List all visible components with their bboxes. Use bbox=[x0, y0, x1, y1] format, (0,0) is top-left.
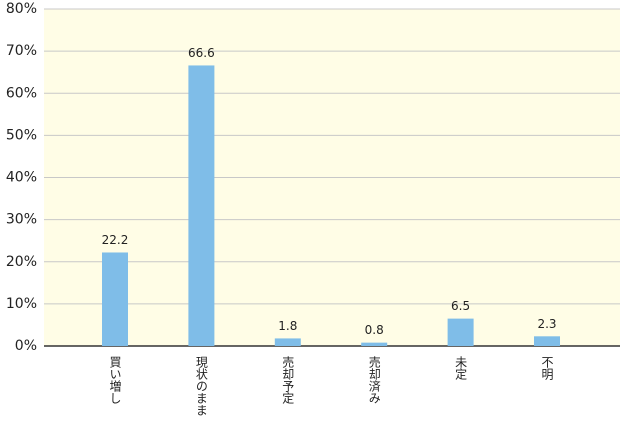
x-tick-label: 売却予定 bbox=[281, 355, 295, 405]
y-tick-label: 80% bbox=[6, 1, 37, 17]
x-tick-label: 未定 bbox=[454, 356, 468, 381]
bar bbox=[188, 65, 215, 346]
y-tick-label: 20% bbox=[6, 254, 37, 270]
y-tick-label: 70% bbox=[6, 43, 37, 59]
x-tick-label: 現状のまま bbox=[194, 356, 208, 416]
bar bbox=[361, 342, 388, 346]
x-tick-label: 不明 bbox=[540, 356, 554, 381]
bar bbox=[534, 336, 560, 346]
bar bbox=[274, 338, 301, 346]
y-tick-label: 30% bbox=[6, 212, 37, 228]
y-tick-label: 0% bbox=[15, 338, 37, 354]
y-tick-label: 50% bbox=[6, 127, 37, 143]
value-label: 66.6 bbox=[188, 46, 215, 60]
bar bbox=[447, 318, 474, 346]
x-tick-label: 買い増し bbox=[108, 356, 122, 404]
value-label: 2.3 bbox=[537, 317, 556, 331]
value-label: 0.8 bbox=[365, 323, 384, 337]
value-label: 22.2 bbox=[102, 233, 129, 247]
y-tick-label: 60% bbox=[6, 85, 37, 101]
y-tick-label: 10% bbox=[6, 296, 37, 312]
value-label: 6.5 bbox=[451, 299, 470, 313]
y-tick-label: 40% bbox=[6, 170, 37, 186]
value-label: 1.8 bbox=[278, 319, 297, 333]
bar bbox=[102, 252, 128, 346]
x-tick-label: 売却済み bbox=[367, 355, 381, 404]
